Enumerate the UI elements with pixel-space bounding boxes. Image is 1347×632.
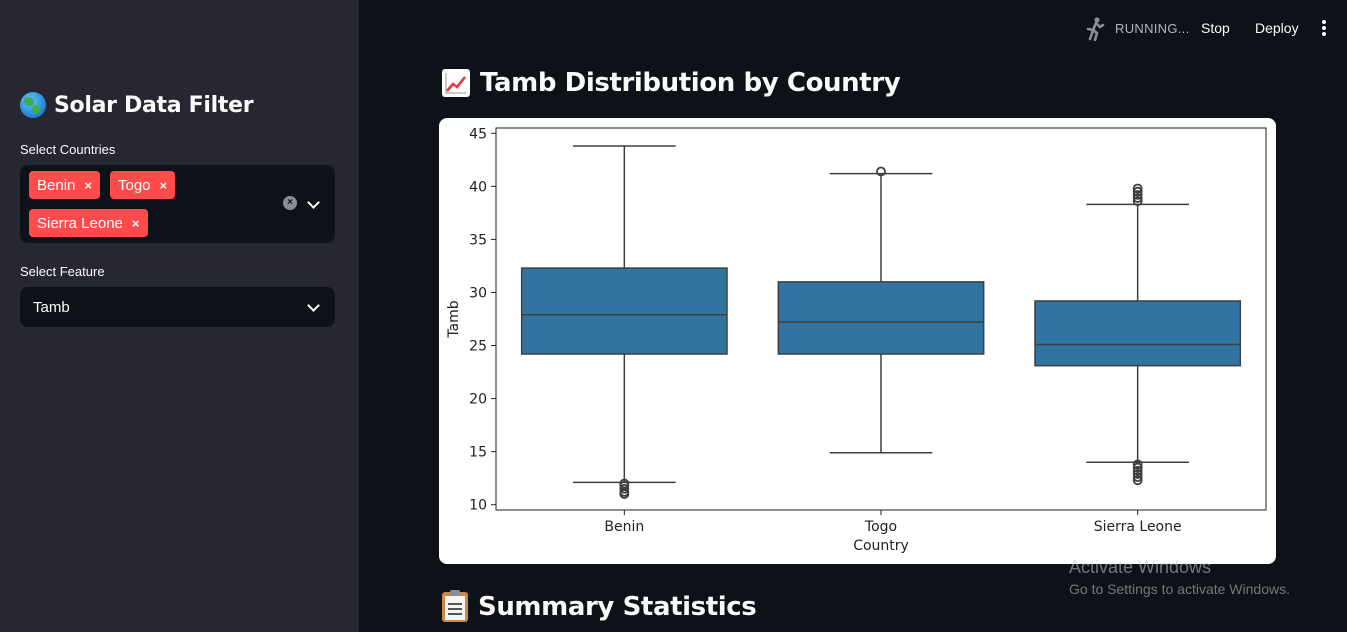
chevron-down-icon[interactable] (307, 196, 320, 209)
remove-tag-icon[interactable]: × (131, 215, 140, 231)
box-sierra-leone (1034, 300, 1242, 367)
y-tick-label: 10 (469, 498, 487, 514)
x-tick-label: Sierra Leone (1094, 519, 1182, 535)
x-axis-label: Country (853, 538, 909, 554)
chart-heading: Tamb Distribution by Country (442, 68, 901, 98)
y-tick-label: 30 (469, 285, 487, 301)
y-tick-label: 35 (469, 232, 487, 248)
outlier-point (1132, 193, 1143, 203)
outlier-point (876, 166, 886, 177)
feature-select[interactable]: Tamb (20, 287, 335, 327)
chart-heading-text: Tamb Distribution by Country (480, 68, 901, 98)
tag-sierra-leone[interactable]: Sierra Leone × (29, 209, 148, 237)
outlier-point (1132, 465, 1143, 476)
y-tick-label: 45 (469, 126, 487, 142)
summary-heading-text: Summary Statistics (478, 592, 757, 622)
running-man-icon (1086, 17, 1105, 41)
x-tick-label: Benin (604, 519, 644, 535)
running-status: RUNNING... (1115, 21, 1190, 36)
tag-label: Benin (37, 176, 76, 194)
tag-label: Togo (118, 176, 151, 194)
outlier-point (1132, 183, 1143, 194)
outlier-point (1132, 475, 1143, 486)
countries-multiselect[interactable]: Benin × Togo × Sierra Leone × × (20, 165, 335, 243)
main-menu-icon[interactable] (1321, 20, 1327, 36)
y-tick-label: 20 (469, 392, 487, 408)
boxplot-chart: 10 15 20 25 30 35 40 45 Benin Togo Sierra Leone Cou… (446, 126, 1267, 554)
sidebar: Solar Data Filter Select Countries Benin… (0, 0, 359, 632)
sidebar-title: Solar Data Filter (20, 92, 254, 118)
summary-heading: Summary Statistics (442, 590, 757, 622)
feature-select-value: Tamb (33, 299, 70, 316)
feature-label: Select Feature (20, 264, 105, 279)
outlier-point (619, 478, 630, 489)
y-axis-label: Tamb (446, 300, 462, 338)
y-tick-label: 25 (469, 339, 487, 355)
globe-icon (20, 92, 46, 118)
y-tick-label: 15 (469, 445, 487, 461)
box-benin (520, 267, 728, 355)
chart-card: 10 15 20 25 30 35 40 45 Benin Togo Sierra Leone Cou… (439, 118, 1276, 564)
tag-label: Sierra Leone (37, 214, 123, 232)
activate-windows-subtitle: Go to Settings to activate Windows. (1069, 581, 1290, 597)
outlier-point (1132, 459, 1143, 470)
tag-benin[interactable]: Benin × (29, 171, 100, 199)
outlier-point (1132, 469, 1143, 479)
countries-label: Select Countries (20, 142, 116, 157)
outlier-point (1132, 472, 1143, 483)
activate-windows-title: Activate Windows (1069, 557, 1212, 577)
remove-tag-icon[interactable]: × (159, 177, 168, 193)
stop-button[interactable]: Stop (1201, 20, 1230, 36)
sidebar-title-text: Solar Data Filter (54, 92, 254, 118)
x-tick-label: Togo (864, 519, 897, 535)
outlier-point (1132, 189, 1143, 200)
chart-increasing-icon (442, 69, 470, 97)
outlier-point (1132, 196, 1143, 207)
outlier-point (619, 483, 630, 494)
box-togo (777, 281, 985, 355)
remove-tag-icon[interactable]: × (84, 177, 92, 193)
deploy-button[interactable]: Deploy (1255, 20, 1299, 36)
y-tick-label: 40 (469, 179, 487, 195)
clipboard-icon (442, 590, 468, 622)
outlier-point (1132, 186, 1143, 197)
clear-all-icon[interactable]: × (283, 196, 297, 210)
chevron-down-icon[interactable] (307, 299, 320, 312)
outlier-point (1132, 462, 1143, 473)
tag-togo[interactable]: Togo × (110, 171, 176, 199)
